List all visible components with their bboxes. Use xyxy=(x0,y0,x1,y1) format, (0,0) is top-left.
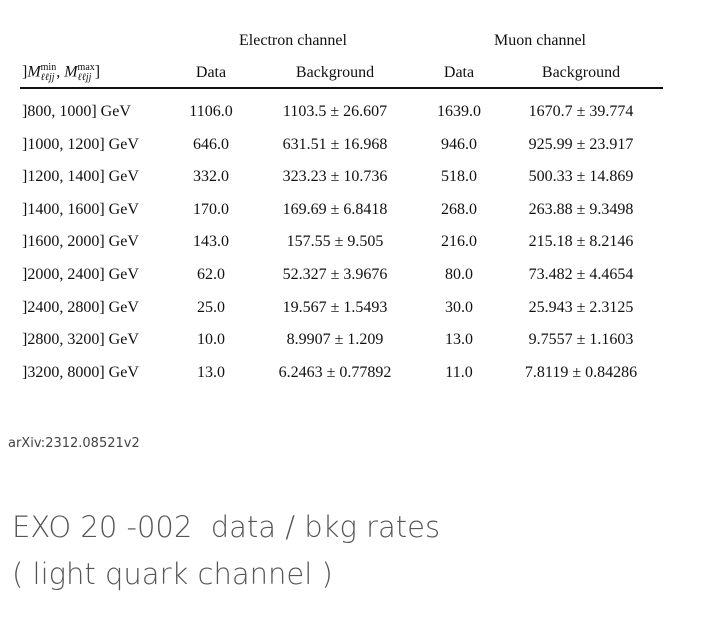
cell: 170.0 xyxy=(193,200,229,218)
cell: 925.99 ± 23.917 xyxy=(528,135,634,153)
symbol: M xyxy=(27,63,41,81)
subscript: ℓℓjj xyxy=(77,72,92,83)
row-label: ]2400, 2800] GeV xyxy=(22,298,139,316)
cell: 25.0 xyxy=(197,298,225,316)
cell: 268.0 xyxy=(441,200,477,218)
cell: 13.0 xyxy=(445,331,473,349)
cell: 1670.7 ± 39.774 xyxy=(528,103,634,120)
superscript: max xyxy=(77,62,95,73)
cell: 6.2463 ± 0.77892 xyxy=(278,363,392,381)
cell: 1106.0 xyxy=(189,103,233,120)
row-label: ]1200, 1400] GeV xyxy=(22,168,139,186)
bracket: ] xyxy=(94,63,101,81)
column-header: Background xyxy=(541,64,621,81)
column-header: Data xyxy=(443,64,475,81)
caption: ( light quark channel ) xyxy=(12,557,333,591)
bracket: ] xyxy=(22,63,28,81)
cell: 1639.0 xyxy=(437,103,481,120)
row-label: ]2000, 2400] GeV xyxy=(22,266,139,283)
cell: 1103.5 ± 26.607 xyxy=(282,103,388,120)
row-label: ]2800, 3200] GeV xyxy=(22,331,139,349)
cell: 10.0 xyxy=(197,331,225,349)
cell: 7.8119 ± 0.84286 xyxy=(524,363,638,381)
cell: 215.18 ± 8.2146 xyxy=(528,233,634,251)
row-label: ]1600, 2000] GeV xyxy=(22,233,139,251)
scripts: max ℓℓjj xyxy=(78,63,95,83)
cell: 19.567 ± 1.5493 xyxy=(282,298,388,316)
row-label: ]800, 1000] GeV xyxy=(22,103,131,120)
row-label: ]1400, 1600] GeV xyxy=(22,200,139,218)
cell: 323.23 ± 10.736 xyxy=(282,168,388,186)
cell: 11.0 xyxy=(445,363,473,381)
row-label: ]1000, 1200] GeV xyxy=(22,135,139,153)
group-header: Electron channel xyxy=(239,32,347,49)
cell: 169.69 ± 6.8418 xyxy=(282,200,388,218)
source: arXiv:2312.08521v2 xyxy=(8,436,140,451)
cell: 946.0 xyxy=(441,135,477,153)
cell: 263.88 ± 9.3498 xyxy=(528,200,634,218)
cell: 8.9907 ± 1.209 xyxy=(286,331,384,349)
cell: 73.482 ± 4.4654 xyxy=(528,266,634,283)
cell: 500.33 ± 14.869 xyxy=(528,168,634,186)
header-rule xyxy=(20,87,663,89)
comma: , xyxy=(56,63,65,81)
superscript: min xyxy=(40,62,57,73)
cell: 9.7557 ± 1.1603 xyxy=(528,331,634,349)
symbol: M xyxy=(64,63,78,81)
cell: 30.0 xyxy=(445,298,473,316)
cell: 52.327 ± 3.9676 xyxy=(282,266,388,283)
scripts: min ℓℓjj xyxy=(41,63,57,83)
cell: 13.0 xyxy=(197,363,225,381)
group-header: Muon channel xyxy=(494,32,586,49)
cell: 216.0 xyxy=(441,233,477,251)
cell: 631.51 ± 16.968 xyxy=(282,135,388,153)
cell: 62.0 xyxy=(197,266,225,283)
cell: 332.0 xyxy=(193,168,229,186)
cell: 646.0 xyxy=(193,135,229,153)
cell: 143.0 xyxy=(193,233,229,251)
cell: 25.943 ± 2.3125 xyxy=(528,298,634,316)
column-header: Background xyxy=(295,64,375,81)
cell: 80.0 xyxy=(445,266,473,283)
row-label: ]3200, 8000] GeV xyxy=(22,363,139,381)
caption: EXO 20 -002 data / bkg rates xyxy=(12,510,441,544)
column-header: Data xyxy=(195,64,227,81)
subscript: ℓℓjj xyxy=(40,72,55,83)
cell: 157.55 ± 9.505 xyxy=(286,233,384,251)
cell: 518.0 xyxy=(441,168,477,186)
